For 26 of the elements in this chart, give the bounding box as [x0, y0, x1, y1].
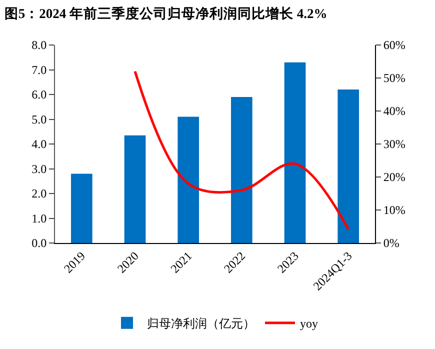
y-tick-label: 7.0 [32, 62, 47, 77]
y-tick-label: 6.0 [32, 88, 47, 102]
y-tick-label: 2.0 [32, 186, 47, 201]
bar [231, 96, 252, 243]
y2-tick-label: 20% [383, 170, 406, 184]
legend-label: yoy [300, 316, 318, 331]
y-tick-label: 8.0 [32, 38, 47, 52]
y-tick-label: 0.0 [32, 236, 47, 250]
y-tick-label: 4.0 [32, 137, 47, 152]
y2-tick-label: 60% [383, 38, 406, 52]
y2-tick-label: 40% [383, 104, 406, 118]
chart-title: 图5：2024 年前三季度公司归母净利润同比增长 4.2% [4, 5, 328, 22]
bar [178, 116, 199, 243]
bar [71, 174, 92, 243]
y-tick-label: 5.0 [32, 112, 47, 126]
bar [124, 135, 146, 243]
y-tick-label: 3.0 [32, 162, 47, 176]
y-tick-label: 1.0 [32, 211, 47, 226]
bar [284, 62, 306, 243]
line-series [134, 70, 350, 230]
y2-tick-label: 50% [383, 71, 406, 86]
y2-tick-label: 30% [383, 137, 406, 152]
y2-tick-label: 10% [383, 203, 406, 218]
legend-label: 归母净利润（亿元） [147, 316, 255, 331]
y2-tick-label: 0% [383, 236, 400, 250]
bar [338, 90, 359, 243]
